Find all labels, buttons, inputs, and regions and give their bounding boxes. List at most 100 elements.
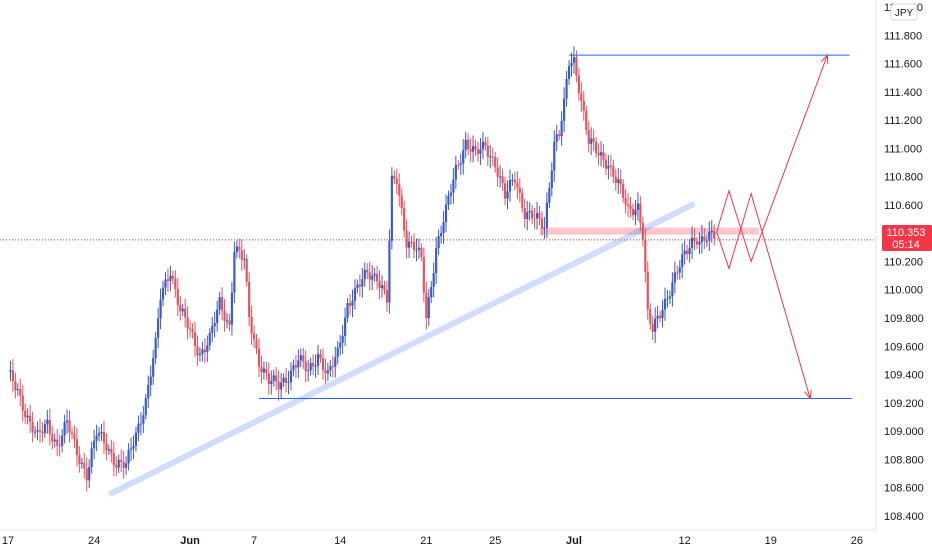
candle xyxy=(548,182,551,209)
candle xyxy=(304,350,307,383)
candle xyxy=(70,427,74,440)
y-tick-label: 109.000 xyxy=(884,426,924,438)
candle xyxy=(97,426,101,442)
candle xyxy=(351,289,354,318)
candle xyxy=(582,90,585,121)
candle xyxy=(196,335,199,366)
candle xyxy=(425,281,428,330)
candle xyxy=(700,225,704,254)
candle xyxy=(225,312,229,329)
projection-down-path[interactable] xyxy=(716,191,811,399)
candle xyxy=(624,189,627,214)
candle xyxy=(277,370,280,401)
candle xyxy=(570,52,573,77)
candle xyxy=(248,272,251,327)
candle xyxy=(619,169,622,195)
currency-badge[interactable]: JPY xyxy=(890,3,918,21)
candle xyxy=(61,429,64,453)
candle xyxy=(612,159,615,184)
candle xyxy=(494,151,497,173)
candle xyxy=(21,384,24,422)
candle xyxy=(577,68,580,101)
projection-up-path[interactable] xyxy=(716,54,828,264)
candle xyxy=(415,238,418,262)
candle xyxy=(164,272,167,296)
candle xyxy=(309,357,312,376)
candle xyxy=(380,275,384,298)
candle xyxy=(538,205,541,226)
y-tick-label: 108.600 xyxy=(884,483,924,495)
candle xyxy=(41,422,44,443)
candle xyxy=(344,307,347,346)
candle xyxy=(363,262,366,287)
candle xyxy=(673,261,676,294)
candle xyxy=(553,130,556,182)
rising-trendline[interactable] xyxy=(108,201,696,497)
candle xyxy=(228,313,231,332)
candle xyxy=(245,254,248,287)
candle xyxy=(590,127,593,156)
candle xyxy=(511,173,514,187)
candle xyxy=(127,442,130,471)
candles-layer xyxy=(9,46,716,492)
resistance-support-zone[interactable] xyxy=(539,227,759,235)
candle xyxy=(654,307,657,344)
candle xyxy=(43,419,47,438)
candle xyxy=(134,427,138,452)
x-tick-label: 25 xyxy=(489,535,501,547)
candle xyxy=(53,433,56,448)
candle xyxy=(29,404,32,434)
y-tick-label: 111.600 xyxy=(884,59,922,71)
candle xyxy=(437,229,440,255)
y-tick-label: 109.600 xyxy=(884,341,924,353)
candle xyxy=(188,320,192,338)
candle xyxy=(93,429,96,460)
candle xyxy=(641,216,644,247)
candle xyxy=(535,202,539,230)
candle xyxy=(393,170,396,185)
candle xyxy=(595,137,598,158)
y-tick-label: 109.400 xyxy=(884,370,924,382)
candle xyxy=(112,442,115,477)
candle xyxy=(469,138,472,163)
candle xyxy=(432,262,435,298)
candle xyxy=(368,261,371,291)
candle xyxy=(444,194,448,233)
candle xyxy=(270,370,273,395)
candle xyxy=(80,457,83,469)
last-price-label: 110.353 05:14 xyxy=(882,225,932,251)
y-tick-label: 110.000 xyxy=(884,285,923,297)
candle xyxy=(651,315,654,340)
candle xyxy=(240,239,243,271)
candle xyxy=(565,70,568,107)
candle xyxy=(686,244,689,260)
candle xyxy=(464,131,467,159)
candle xyxy=(420,243,423,262)
candle xyxy=(518,178,521,203)
candle xyxy=(528,202,531,221)
candle xyxy=(690,226,694,260)
candle xyxy=(449,183,453,205)
candle xyxy=(169,265,172,292)
candle xyxy=(705,234,708,247)
candle xyxy=(400,188,403,216)
candle xyxy=(516,171,519,199)
candle xyxy=(614,169,617,191)
candle xyxy=(193,321,197,357)
candle xyxy=(447,190,450,210)
candle xyxy=(319,349,322,363)
candle xyxy=(385,280,389,312)
candle xyxy=(314,354,317,378)
candle xyxy=(572,46,576,74)
candle xyxy=(575,50,578,83)
candle xyxy=(656,306,659,329)
candle xyxy=(587,121,590,153)
candle xyxy=(324,358,327,385)
candle xyxy=(233,241,236,304)
candle xyxy=(272,369,275,387)
candle xyxy=(48,408,51,446)
candle xyxy=(607,154,610,180)
y-tick-label: 111.400 xyxy=(884,87,922,99)
candle xyxy=(235,240,238,259)
